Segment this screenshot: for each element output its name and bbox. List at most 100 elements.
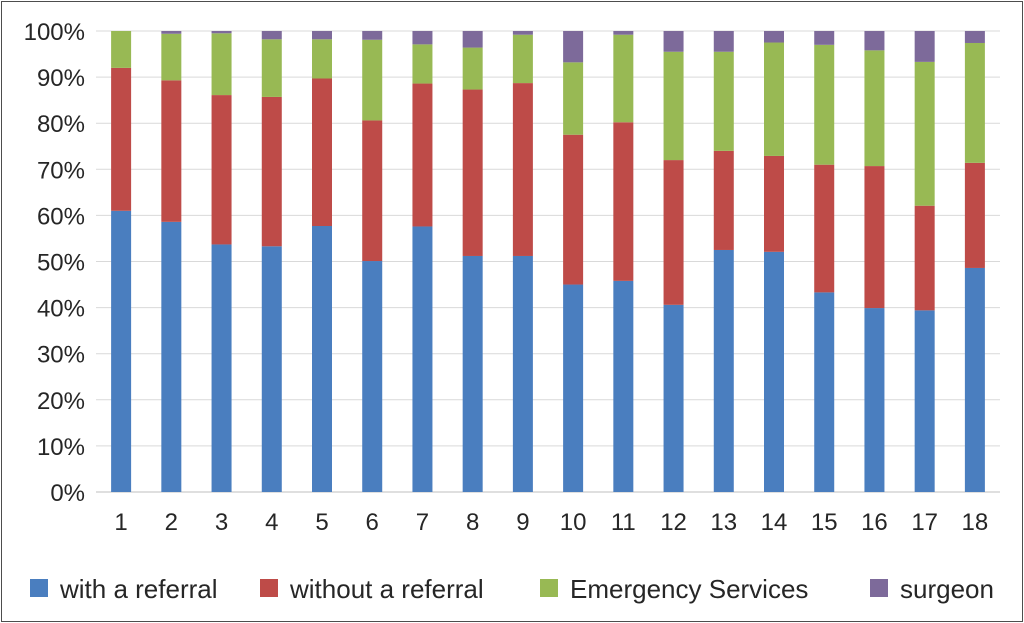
x-tick-label: 11 (611, 509, 636, 536)
y-tick-label: 60% (37, 203, 85, 230)
x-tick-label: 3 (215, 509, 228, 536)
bar-segment-without-a-referral (663, 160, 684, 305)
x-tick-label: 10 (560, 509, 587, 536)
bar-segment-surgeon (613, 31, 634, 35)
bar-segment-with-a-referral (914, 310, 935, 492)
bar-segment-without-a-referral (613, 122, 634, 281)
x-tick-label: 15 (811, 509, 838, 536)
bar-segment-surgeon (663, 31, 684, 52)
bar-segment-with-a-referral (814, 292, 835, 492)
bar-segment-emergency-services (412, 44, 433, 84)
bar-segment-with-a-referral (412, 226, 433, 493)
y-tick-label: 70% (37, 157, 85, 184)
bar-segment-with-a-referral (512, 255, 533, 492)
y-tick-label: 90% (37, 65, 85, 92)
bar-segment-emergency-services (764, 42, 784, 156)
x-tick-label: 8 (466, 509, 479, 536)
bars (111, 31, 985, 493)
legend-label: surgeon (900, 574, 994, 604)
bar-segment-emergency-services (362, 39, 383, 121)
bar-segment-without-a-referral (161, 80, 182, 222)
bar-segment-emergency-services (211, 33, 232, 96)
bar-segment-surgeon (161, 31, 182, 34)
bar-segment-surgeon (312, 31, 332, 40)
bar-segment-without-a-referral (312, 78, 332, 227)
bar-segment-emergency-services (663, 51, 684, 161)
y-tick-label: 50% (37, 250, 85, 277)
x-tick-label: 18 (962, 509, 989, 536)
bar-segment-with-a-referral (964, 267, 985, 492)
bar-segment-with-a-referral (713, 249, 734, 492)
y-tick-label: 0% (50, 480, 85, 507)
y-tick-label: 80% (37, 111, 85, 138)
bar-segment-emergency-services (814, 44, 835, 165)
bar-segment-with-a-referral (663, 304, 684, 492)
bar-segment-surgeon (261, 31, 282, 40)
x-tick-label: 17 (911, 509, 938, 536)
bar-segment-surgeon (362, 31, 383, 40)
bar-segment-emergency-services (713, 51, 734, 151)
bar-segment-with-a-referral (362, 261, 383, 492)
bar-segment-without-a-referral (362, 120, 383, 262)
bar-segment-with-a-referral (312, 226, 332, 493)
bar-segment-without-a-referral (462, 89, 483, 256)
bar-segment-surgeon (563, 31, 584, 63)
bar-segment-emergency-services (914, 61, 935, 206)
bar-segment-without-a-referral (261, 96, 282, 247)
bar-segment-without-a-referral (111, 67, 132, 211)
bar-segment-without-a-referral (412, 83, 433, 227)
legend-label: with a referral (59, 574, 218, 604)
bar-segment-with-a-referral (161, 221, 182, 492)
bar-segment-with-a-referral (111, 210, 132, 493)
y-tick-label: 20% (37, 388, 85, 415)
bar-segment-surgeon (964, 31, 985, 43)
legend-swatch (30, 579, 48, 597)
bar-segment-with-a-referral (563, 284, 584, 492)
y-tick-label: 30% (37, 342, 85, 369)
bar-segment-surgeon (764, 31, 784, 43)
bar-segment-surgeon (814, 31, 835, 45)
x-tick-label: 13 (710, 509, 737, 536)
y-tick-label: 100% (24, 19, 85, 46)
bar-segment-emergency-services (111, 31, 132, 68)
x-tick-label: 2 (165, 509, 178, 536)
y-tick-label: 10% (37, 434, 85, 461)
legend: with a referral without a referral Emergen… (30, 574, 994, 604)
bar-segment-emergency-services (512, 34, 533, 84)
legend-label: without a referral (289, 574, 484, 604)
bar-segment-surgeon (412, 31, 433, 45)
bar-segment-without-a-referral (914, 205, 935, 311)
bar-segment-surgeon (713, 31, 734, 52)
legend-swatch (870, 579, 888, 597)
bar-segment-surgeon (914, 31, 935, 62)
bar-segment-with-a-referral (764, 251, 784, 492)
x-tick-label: 9 (516, 509, 529, 536)
x-tick-label: 6 (366, 509, 379, 536)
bar-segment-emergency-services (613, 34, 634, 123)
legend-swatch (260, 579, 278, 597)
bar-segment-emergency-services (161, 33, 182, 81)
bar-segment-without-a-referral (563, 134, 584, 285)
bar-segment-emergency-services (964, 42, 985, 163)
bar-segment-without-a-referral (512, 83, 533, 256)
legend-label: Emergency Services (570, 574, 808, 604)
x-tick-label: 14 (761, 509, 788, 536)
bar-segment-emergency-services (261, 39, 282, 97)
gridlines (96, 30, 1000, 493)
bar-segment-with-a-referral (613, 280, 634, 492)
x-tick-label: 12 (660, 509, 687, 536)
bar-segment-without-a-referral (814, 164, 835, 293)
bar-segment-without-a-referral (964, 162, 985, 268)
bar-segment-with-a-referral (211, 244, 232, 492)
bar-segment-surgeon (211, 31, 232, 34)
bar-segment-without-a-referral (764, 155, 784, 252)
bar-segment-emergency-services (312, 39, 332, 79)
bar-segment-without-a-referral (713, 150, 734, 250)
bar-segment-surgeon (864, 31, 885, 51)
bar-segment-with-a-referral (261, 246, 282, 492)
x-tick-label: 16 (861, 509, 888, 536)
y-axis-ticks: 0% 10% 20% 30% 40% 50% 60% 70% 80% 90% 100% (24, 19, 85, 507)
legend-swatch (540, 579, 558, 597)
bar-segment-with-a-referral (864, 308, 885, 492)
